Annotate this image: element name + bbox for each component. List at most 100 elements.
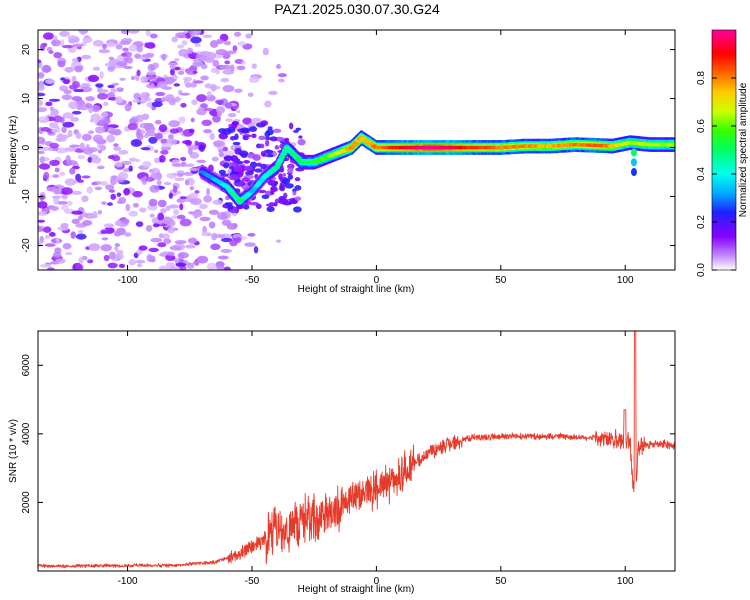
spectrogram-transition-blob xyxy=(248,126,258,132)
spectrogram-noise-blob xyxy=(38,150,45,155)
spectrogram-noise-blob xyxy=(173,209,180,216)
spectrogram-noise-blob xyxy=(234,59,245,64)
spectrogram-x-label: Height of straight line (km) xyxy=(298,284,415,295)
spectrogram-noise-blob xyxy=(77,215,83,221)
spectrogram-noise-blob xyxy=(113,143,119,147)
spectrogram-noise-blob xyxy=(213,140,225,147)
spectrogram-noise-blob xyxy=(129,44,138,52)
spectrogram-noise-blob xyxy=(128,118,138,124)
spectrogram-noise-blob xyxy=(45,101,53,107)
spectrogram-noise-blob xyxy=(116,61,128,67)
spectrogram-noise-blob xyxy=(232,45,238,52)
spectrogram-noise-blob xyxy=(220,248,232,254)
spectrogram-transition-blob xyxy=(283,137,290,141)
spectrogram-noise-blob xyxy=(168,133,174,140)
spectrogram-noise-blob xyxy=(152,223,160,228)
spectrogram-noise-blob xyxy=(157,212,165,221)
spectrogram-noise-blob xyxy=(82,36,93,43)
spectrogram-noise-blob xyxy=(206,262,217,270)
spectrogram-noise-blob xyxy=(202,225,207,234)
spectrogram-noise-blob xyxy=(38,194,46,200)
spectrogram-noise-blob xyxy=(64,147,77,152)
spectrogram-noise-blob xyxy=(42,42,48,47)
spectrogram-noise-blob xyxy=(71,218,80,225)
spectrogram-noise-blob xyxy=(133,92,141,100)
spectrogram-noise-blob xyxy=(239,236,248,240)
spectrogram-noise-blob xyxy=(169,64,176,70)
spectrogram-noise-blob xyxy=(64,178,76,186)
spectrogram-x-tick-label: -50 xyxy=(245,275,260,286)
spectrogram-noise-blob xyxy=(118,196,127,204)
spectrogram-noise-blob xyxy=(196,94,207,102)
spectrogram-noise-blob xyxy=(100,229,108,235)
spectrogram-noise-blob xyxy=(126,56,134,64)
spectrogram-noise-blob xyxy=(193,30,202,34)
spectrogram-noise-blob xyxy=(119,77,126,81)
spectrogram-x-tick-label: -100 xyxy=(118,275,138,286)
spectrogram-transition-blob xyxy=(294,177,301,182)
spectrogram-noise-blob xyxy=(184,139,192,146)
spectrogram-noise-blob xyxy=(192,70,198,74)
spectrogram-transition-blob xyxy=(270,186,278,193)
spectrogram-noise-blob xyxy=(97,92,108,100)
spectrogram-noise-blob xyxy=(210,243,221,251)
spectrogram-noise-blob xyxy=(199,216,211,222)
spectrogram-noise-blob xyxy=(264,100,272,108)
spectrogram-noise-blob xyxy=(50,206,59,211)
spectrogram-transition-blob xyxy=(242,135,249,141)
spectrogram-noise-blob xyxy=(180,67,185,72)
spectrogram-noise-blob xyxy=(146,254,153,262)
spectrogram-noise-blob xyxy=(75,132,82,139)
spectrogram-noise-blob xyxy=(221,219,232,226)
spectrogram-noise-blob xyxy=(194,43,201,47)
spectrogram-noise-blob xyxy=(268,90,278,96)
spectrogram-noise-blob xyxy=(77,179,84,183)
spectrogram-noise-blob xyxy=(80,30,86,35)
spectrogram-transition-blob xyxy=(270,179,276,185)
spectrogram-noise-blob xyxy=(64,66,74,73)
spectrogram-noise-blob xyxy=(48,122,59,129)
spectrogram-transition-blob xyxy=(281,178,291,184)
spectrogram-noise-blob xyxy=(38,85,45,91)
spectrogram-transition-blob xyxy=(260,120,269,126)
spectrogram-noise-blob xyxy=(88,243,101,252)
spectrogram-transition-blob xyxy=(287,174,294,180)
colorbar-label: Normalized spectral amplitude xyxy=(738,82,749,217)
spectrogram-noise-blob xyxy=(173,83,181,87)
spectrogram-noise-blob xyxy=(42,32,55,40)
spectrogram-noise-blob xyxy=(158,252,169,257)
spectrogram-frame xyxy=(37,29,676,271)
spectrogram-transition-blob xyxy=(234,133,239,140)
spectrogram-noise-blob xyxy=(140,76,149,84)
spectrogram-noise-blob xyxy=(209,132,215,140)
spectrogram-noise-blob xyxy=(81,175,91,179)
spectrogram-noise-blob xyxy=(62,243,72,250)
spectrogram-noise-blob xyxy=(46,267,56,270)
spectrogram-noise-blob xyxy=(188,167,199,172)
spectrogram-noise-blob xyxy=(160,138,169,145)
spectrogram-noise-blob xyxy=(97,165,105,170)
spectrogram-noise-blob xyxy=(48,98,61,102)
spectrogram-noise-blob xyxy=(179,196,187,200)
spectrogram-noise-blob xyxy=(191,99,198,106)
snr-x-label: Height of straight line (km) xyxy=(298,584,415,595)
spectrogram-transition-blob xyxy=(279,185,286,192)
spectrogram-noise-blob xyxy=(110,177,117,186)
spectrogram-noise-blob xyxy=(138,245,148,251)
spectrogram-transition-blob xyxy=(295,127,302,131)
spectrogram-noise-blob xyxy=(43,171,50,180)
spectrogram-noise-blob xyxy=(248,76,260,83)
spectrogram-noise-blob xyxy=(87,157,93,163)
spectrogram-noise-blob xyxy=(196,159,207,164)
colorbar-tick-label: 0.2 xyxy=(696,215,707,229)
spectrogram-noise-blob xyxy=(187,147,193,155)
spectrogram-noise-blob xyxy=(73,180,78,184)
snr-y-tick-label: 2000 xyxy=(21,491,32,514)
spectrogram-noise-blob xyxy=(157,199,167,208)
spectrogram-noise-blob xyxy=(128,210,139,217)
spectrogram-noise-blob xyxy=(179,203,184,211)
spectrogram-noise-blob xyxy=(39,263,52,268)
spectrogram-noise-blob xyxy=(91,156,102,164)
spectrogram-noise-blob xyxy=(165,205,171,212)
spectrogram-noise-blob xyxy=(158,265,170,270)
